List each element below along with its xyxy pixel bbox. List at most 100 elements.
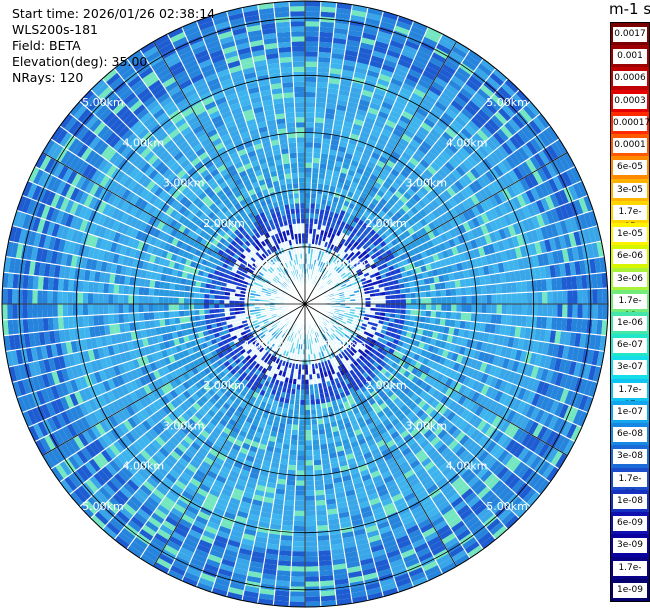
range-bin-cell (58, 329, 66, 343)
range-bin-cell (410, 571, 427, 583)
range-bin-cell (504, 514, 520, 530)
range-bin-cell (318, 428, 326, 435)
range-bin-cell (331, 400, 338, 407)
range-bin-cell (438, 461, 451, 473)
range-bin-cell (156, 92, 171, 104)
range-bin-cell (503, 369, 512, 382)
range-bin-cell (271, 337, 277, 344)
range-bin-cell (105, 334, 113, 346)
range-bin-cell (97, 394, 107, 408)
range-bin-cell (125, 214, 134, 226)
range-bin-cell (68, 316, 74, 329)
range-bin-cell (105, 93, 120, 108)
range-bin-cell (129, 380, 139, 392)
range-bin-cell (305, 591, 321, 597)
range-bin-cell (242, 333, 249, 340)
range-bin-cell (2, 288, 8, 304)
range-bin-cell (136, 107, 150, 121)
range-bin-cell (100, 357, 109, 370)
range-bin-cell (236, 510, 249, 519)
range-bin-cell (446, 334, 454, 344)
range-bin-cell (271, 508, 284, 515)
range-bin-cell (451, 335, 459, 345)
range-bin-cell (17, 273, 24, 290)
range-bin-cell (125, 331, 133, 342)
range-bin-cell (283, 333, 288, 339)
range-bin-cell (346, 457, 357, 465)
range-bin-cell (542, 463, 555, 480)
range-bin-cell (399, 483, 412, 493)
range-bin-cell (160, 384, 170, 395)
range-bin-cell (168, 310, 175, 319)
range-bin-cell (305, 530, 318, 537)
range-bin-cell (239, 447, 249, 455)
range-bin-cell (319, 570, 334, 577)
range-bin-cell (450, 520, 466, 533)
range-bin-cell (399, 543, 414, 554)
range-bin-cell (206, 105, 219, 115)
range-bin-cell (539, 354, 547, 368)
range-bin-cell (160, 249, 169, 259)
range-bin-cell (254, 356, 261, 363)
range-bin-cell (352, 354, 359, 361)
range-bin-cell (263, 363, 270, 370)
range-bin-cell (492, 525, 508, 540)
range-bin-cell (39, 437, 52, 453)
range-bin-cell (169, 218, 178, 229)
range-bin-cell (63, 240, 71, 254)
range-bin-cell (184, 258, 192, 267)
range-bin-cell (118, 422, 130, 435)
range-bin-cell (156, 528, 172, 541)
range-bin-cell (69, 215, 79, 230)
range-bin-cell (510, 411, 521, 426)
range-bin-cell (141, 355, 150, 366)
range-bin-cell (237, 552, 252, 561)
range-bin-cell (473, 447, 486, 460)
range-bin-cell (464, 411, 475, 423)
range-bin-cell (234, 296, 240, 301)
range-bin-cell (213, 119, 225, 129)
range-bin-cell (255, 410, 264, 418)
range-bin-cell (43, 358, 52, 374)
range-bin-cell (252, 546, 267, 554)
range-bin-cell (511, 304, 518, 316)
range-bin-cell (269, 523, 282, 530)
range-bin-cell (180, 277, 187, 285)
range-bin-cell (312, 439, 320, 446)
range-bin-cell (488, 459, 502, 473)
range-bin-cell (121, 466, 134, 479)
range-bin-cell (456, 528, 472, 542)
range-bin-cell (320, 322, 326, 328)
range-bin-cell (287, 469, 297, 476)
range-bin-cell (294, 500, 305, 506)
range-bin-cell (267, 365, 273, 372)
range-bin-cell (60, 182, 71, 198)
range-bin-cell (343, 326, 349, 332)
range-bin-cell (224, 304, 230, 309)
range-bin-cell (245, 580, 261, 589)
range-bin-cell (186, 220, 195, 230)
range-bin-cell (146, 244, 155, 255)
range-bin-cell (537, 460, 551, 477)
range-bin-cell (64, 380, 74, 395)
range-bin-cell (305, 420, 312, 426)
range-bin-cell (93, 472, 107, 487)
range-bin-cell (243, 336, 250, 343)
range-bin-cell (413, 321, 420, 329)
range-bin-cell (270, 343, 276, 349)
range-bin-cell (509, 441, 521, 456)
range-bin-cell (487, 412, 498, 425)
range-bin-cell (257, 236, 264, 243)
range-bin-cell (192, 520, 207, 531)
range-bin-cell (180, 471, 193, 482)
range-bin-cell (337, 334, 343, 340)
range-bin-cell (403, 469, 415, 479)
range-bin-cell (211, 155, 222, 165)
range-bin-cell (53, 430, 65, 446)
range-bin-cell (15, 349, 24, 365)
range-bin-cell (100, 261, 108, 273)
range-bin-cell (69, 328, 76, 342)
range-bin-cell (539, 328, 547, 342)
range-bin-cell (280, 284, 286, 290)
range-bin-cell (431, 544, 447, 556)
